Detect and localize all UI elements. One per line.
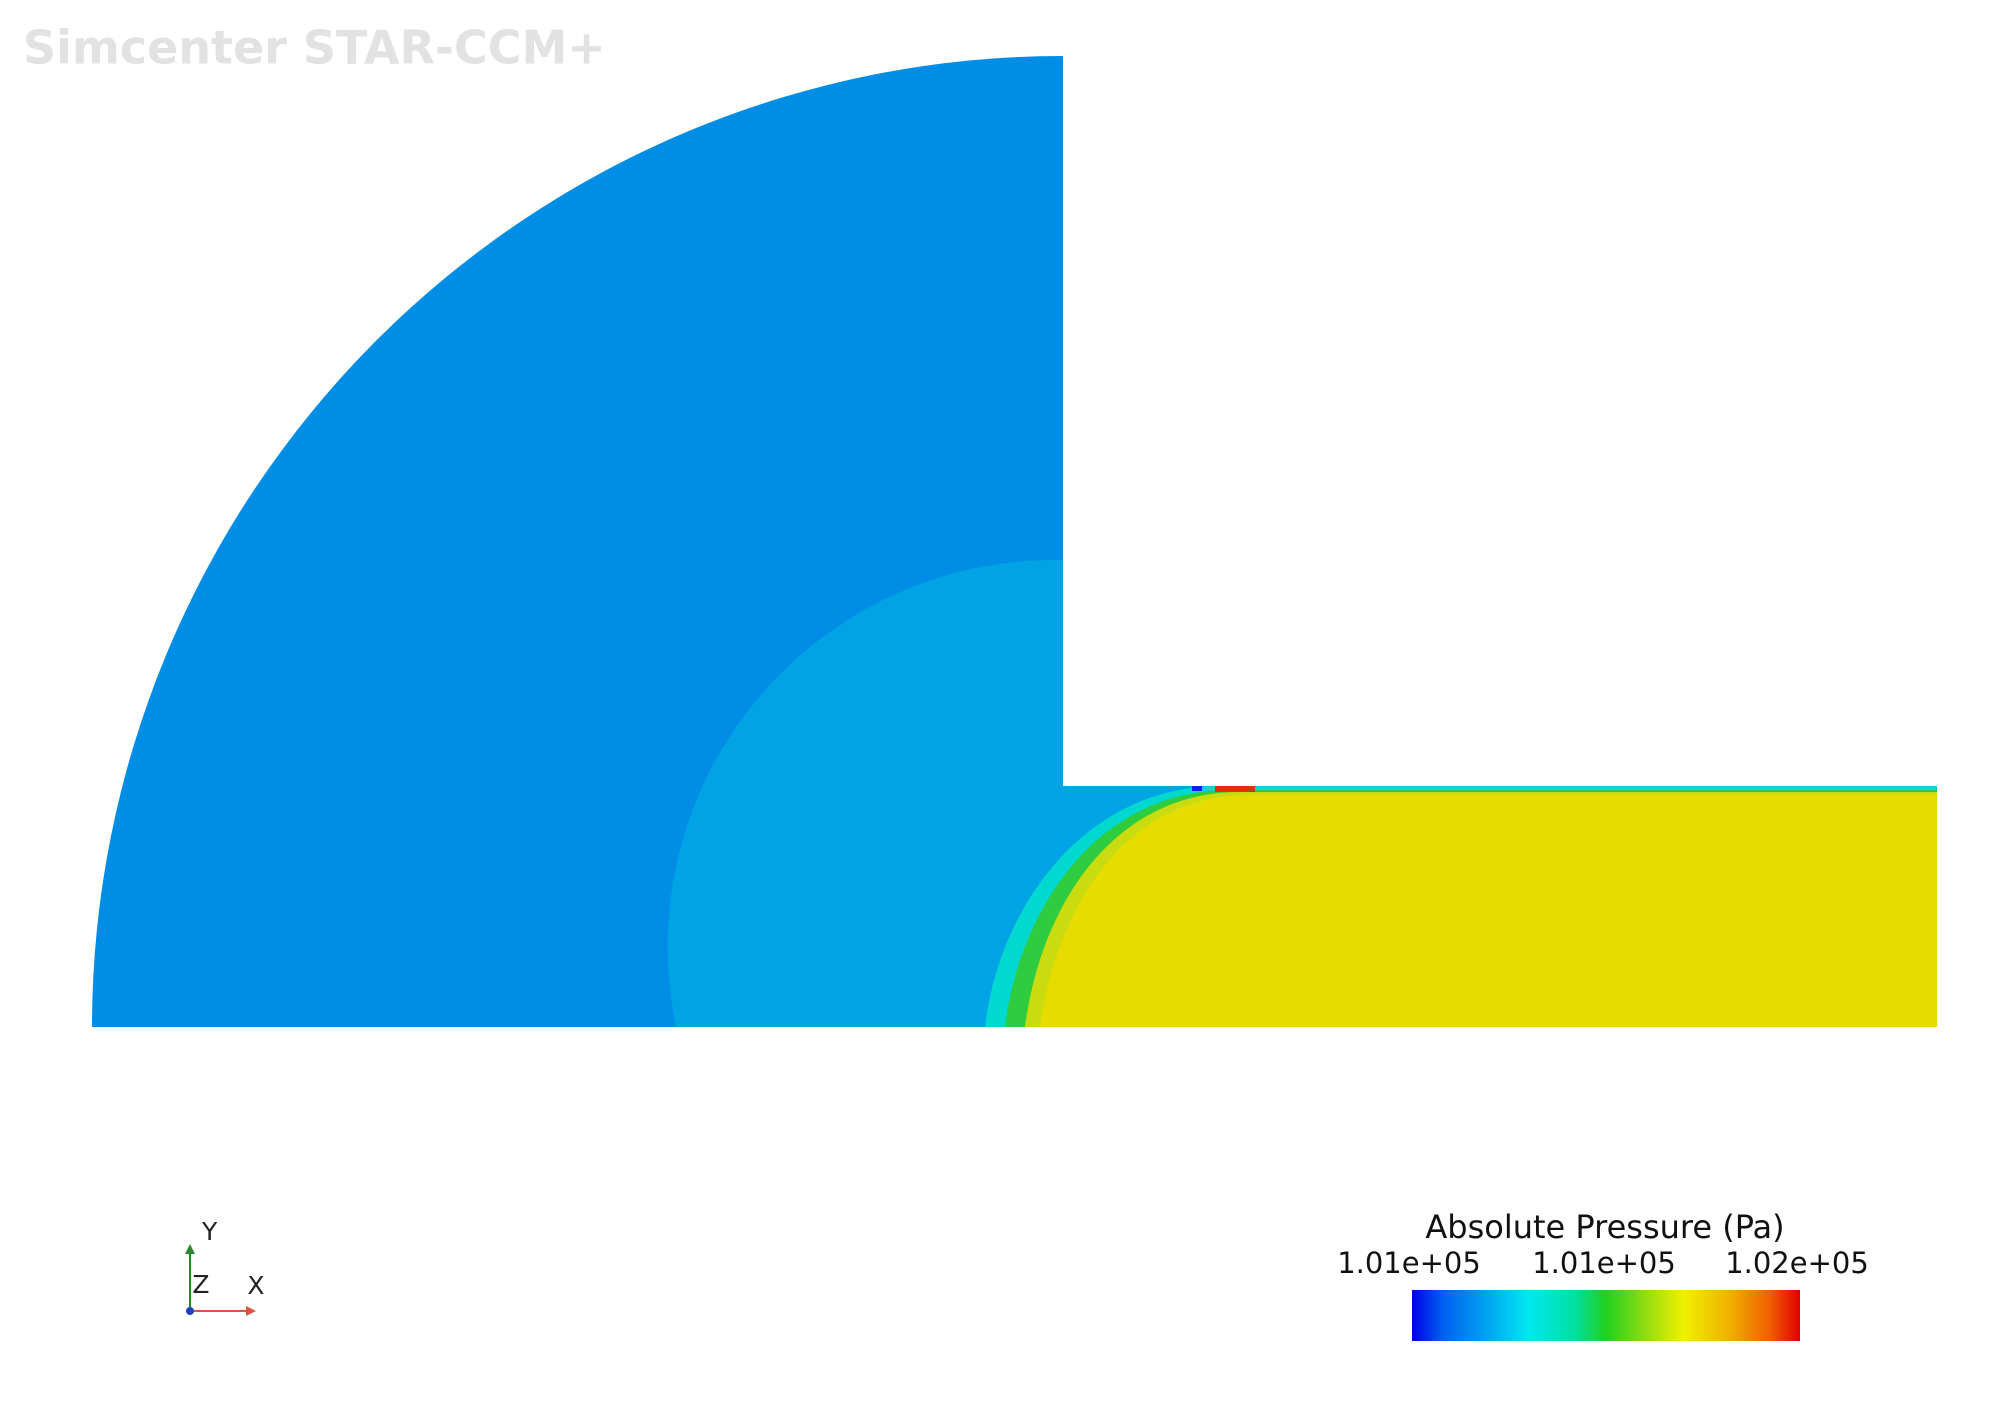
legend-label: 1.01e+05 [1337,1246,1481,1280]
z-axis-dot [186,1307,194,1315]
x-arrowhead [246,1306,256,1316]
watermark: Simcenter STAR-CCM+ [23,21,606,75]
color-bar [1412,1290,1800,1341]
legend-label: 1.02e+05 [1725,1246,1869,1280]
high-region [1040,795,1937,1027]
y-arrowhead [185,1244,195,1254]
x-label: X [247,1271,264,1300]
legend-title: Absolute Pressure (Pa) [1425,1208,1784,1246]
legend-label: 1.01e+05 [1532,1246,1676,1280]
hotspot [1215,786,1255,792]
y-label: Y [201,1217,218,1246]
contour-plot [92,56,1937,1027]
z-label: Z [192,1270,209,1299]
axis-triad: Y Z X [185,1217,265,1316]
color-legend: Absolute Pressure (Pa) 1.01e+05 1.01e+05… [1337,1208,1869,1341]
inner-region [667,559,1063,1027]
coldspot [1192,786,1202,791]
